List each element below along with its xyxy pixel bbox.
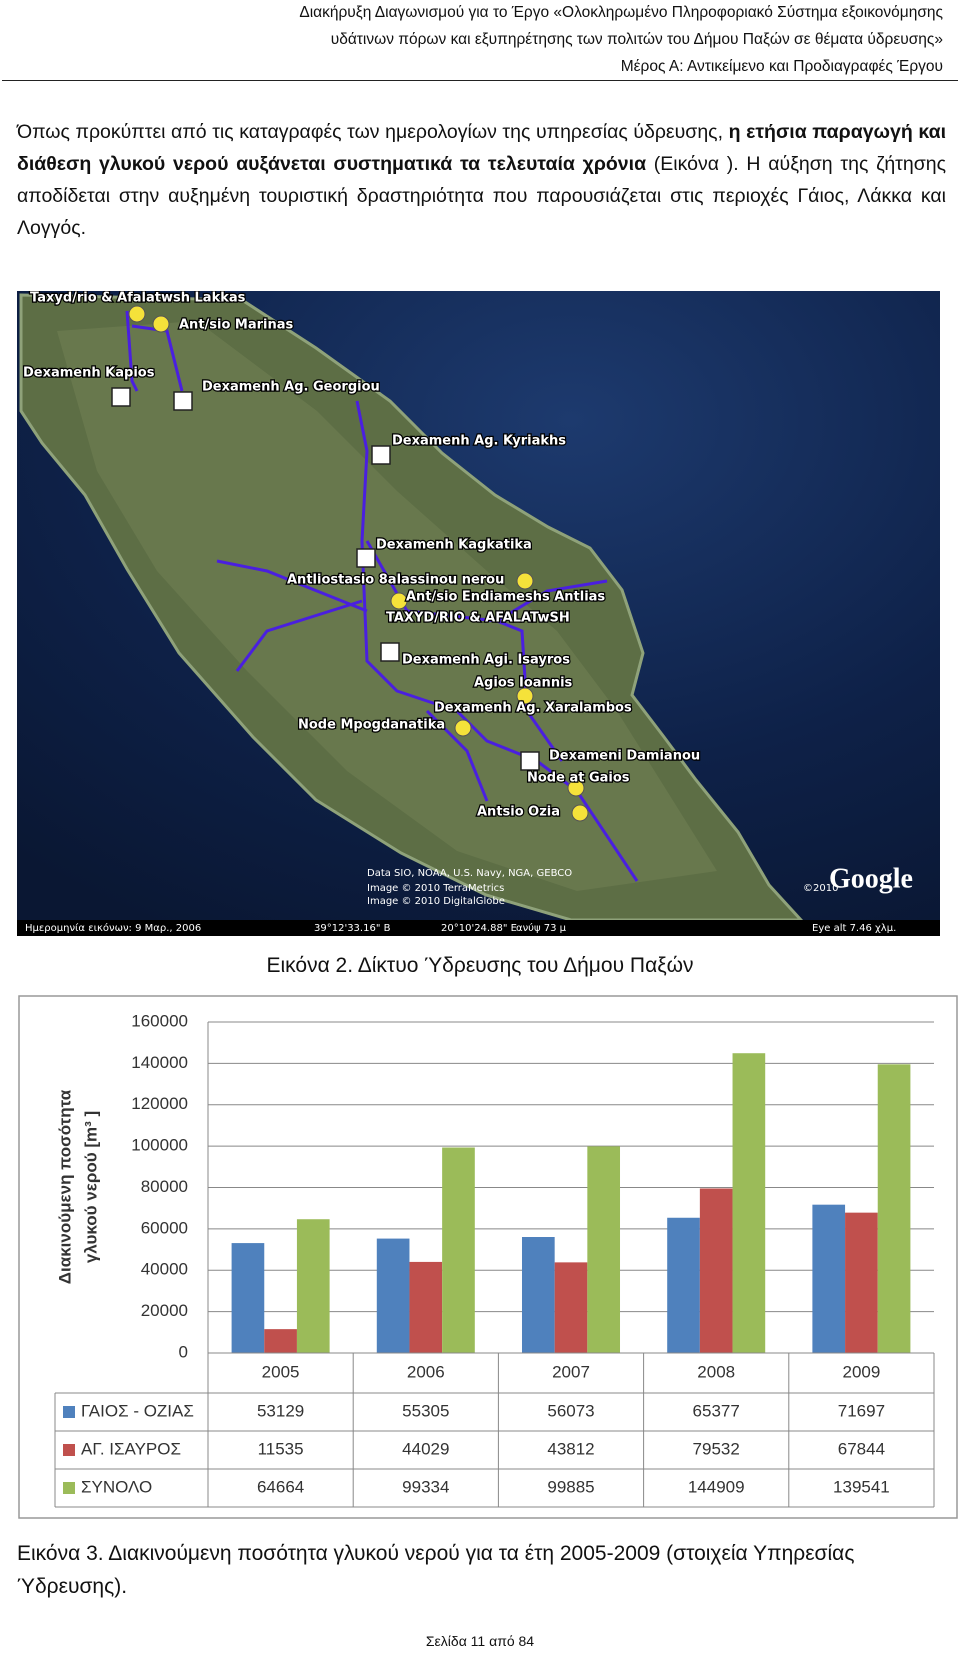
bar [877, 1064, 911, 1353]
y-tick-label: 0 [179, 1342, 188, 1361]
bar [442, 1147, 475, 1353]
map-credit: Image © 2010 DigitalGlobe [367, 896, 505, 907]
y-tick-label: 140000 [131, 1053, 188, 1072]
header-rule [2, 80, 958, 81]
text: Όπως προκύπτει από τις καταγραφές των ημ… [17, 121, 729, 143]
y-tick-label: 60000 [141, 1218, 188, 1237]
map-markers [111, 387, 540, 771]
page-number: Σελίδα 11 από 84 [425, 1633, 535, 1649]
y-tick-label: 40000 [141, 1260, 188, 1279]
legend-label: ΓΑΙΟΣ - ΟΖΙΑΣ [81, 1401, 194, 1420]
bold-text: η ετήσια παραγωγή και διάθεση γλυκού νερ… [17, 121, 946, 175]
map-label: Agios Ioannis [474, 676, 573, 691]
map-label: Dexamenh Kapios [23, 366, 155, 381]
map-label: Antliostasio 8alassinou nerou [287, 573, 504, 588]
table-value: 53129 [257, 1401, 304, 1420]
legend-swatch [63, 1482, 75, 1494]
table-value: 71697 [838, 1401, 885, 1420]
y-tick-label: 160000 [131, 1011, 188, 1030]
map-label: Ant/sio Endiameshs Antlias [406, 590, 605, 605]
bar [732, 1053, 766, 1353]
header-line: Διακήρυξη Διαγωνισμού για το Έργο «Ολοκλ… [299, 4, 943, 21]
map-label: Dexameni Damianou [549, 749, 700, 764]
table-value: 43812 [547, 1439, 594, 1458]
table-value: 11535 [258, 1439, 304, 1458]
x-tick-label: 2009 [842, 1362, 880, 1381]
map-footer-text: 39°12'33.16" Β [314, 923, 391, 934]
map-label: Dexamenh Ag. Xaralambos [434, 701, 632, 716]
map-label: Antsio Ozia [477, 805, 560, 820]
text: (Εικόνα ). Η αύξηση της ζήτησης αποδίδετ… [17, 153, 947, 239]
map-label: Taxyd/rio & Afalatwsh Lakkas [30, 291, 246, 306]
bar [231, 1243, 265, 1353]
table-value: 56073 [547, 1401, 594, 1420]
bar [376, 1238, 410, 1353]
map-image: Taxyd/rio & Afalatwsh Lakkas Ant/sio Mari… [17, 291, 940, 936]
figure-caption: Εικόνα 3. Διακινούμενη ποσότητα γλυκού ν… [17, 1542, 855, 1598]
map-label: Dexamenh Ag. Georgiou [202, 380, 380, 395]
table-value: 99885 [547, 1477, 594, 1496]
y-tick-label: 120000 [131, 1094, 188, 1113]
map-label: Ant/sio Marinas [179, 318, 294, 333]
map-pins [128, 305, 589, 822]
map-label: Node at Gaios [527, 771, 630, 786]
y-tick-label: 20000 [141, 1301, 188, 1320]
map-label: Dexamenh Ag. Kyriakhs [392, 434, 566, 449]
map-label: TAXYD/RIO & AFALATwSH [386, 611, 570, 626]
x-tick-label: 2005 [262, 1362, 300, 1381]
bar [521, 1236, 555, 1353]
bar [409, 1261, 443, 1353]
figure-caption: Εικόνα 2. Δίκτυο Ύδρευσης του Δήμου Παξώ… [266, 954, 694, 977]
legend-swatch [63, 1406, 75, 1418]
bar [812, 1204, 846, 1353]
map-logo: Google [829, 863, 913, 894]
bar [699, 1188, 733, 1353]
header-line: υδάτινων πόρων και εξυπηρέτησης των πολι… [330, 31, 943, 48]
bar [554, 1262, 588, 1353]
map-label: Dexamenh Kagkatika [376, 538, 532, 553]
legend-label: ΑΓ. ΙΣΑΥΡΟΣ [81, 1439, 181, 1458]
y-axis-label: γλυκού νερού [m³ ] [81, 1111, 100, 1263]
map-copyright: ©2010 [803, 883, 838, 894]
table-value: 67844 [838, 1439, 885, 1458]
table-value: 144909 [688, 1477, 745, 1496]
map-footer-text: Eye alt 7.46 χλμ. [812, 923, 896, 934]
y-tick-label: 100000 [131, 1136, 188, 1155]
map-footer-text: ανύψ 73 μ [516, 922, 567, 934]
y-axis-label: Διακινούμενη ποσότητα [55, 1089, 74, 1284]
map-footer-text: 20°10'24.88" Ε [441, 923, 517, 934]
table-value: 79532 [693, 1439, 740, 1458]
bar [845, 1212, 878, 1353]
map-label: Node Mpogdanatika [298, 718, 445, 733]
bar [667, 1217, 700, 1353]
table-value: 44029 [402, 1439, 449, 1458]
legend-label: ΣΥΝΟΛΟ [81, 1477, 152, 1496]
bar [587, 1146, 621, 1353]
bar [296, 1219, 330, 1353]
map-credit: Data SIO, NOAA, U.S. Navy, NGA, GEBCO [367, 868, 572, 879]
map-credit: Image © 2010 TerraMetrics [367, 883, 504, 894]
x-tick-label: 2008 [697, 1362, 735, 1381]
table-value: 55305 [402, 1401, 449, 1420]
bar [264, 1329, 297, 1353]
map-footer-bar [17, 920, 940, 936]
header-line: Μέρος Α: Αντικείμενο και Προδιαγραφές Έρ… [620, 58, 943, 75]
x-tick-label: 2007 [552, 1362, 590, 1381]
map-label: Dexamenh Agi. Isayros [402, 653, 570, 668]
map-footer-text: Ημερομηνία εικόνων: 9 Μαρ., 2006 [25, 922, 201, 934]
paragraph: Όπως προκύπτει από τις καταγραφές των ημ… [17, 116, 946, 244]
legend-swatch [63, 1444, 75, 1456]
chart: 0 20000 40000 60000 80000 100000 120000 140000 1… [18, 995, 958, 1519]
table-value: 99334 [402, 1477, 449, 1496]
table-value: 64664 [257, 1477, 304, 1496]
table-value: 65377 [693, 1401, 740, 1420]
table-value: 139541 [833, 1477, 890, 1496]
y-tick-label: 80000 [141, 1177, 188, 1196]
x-tick-label: 2006 [407, 1362, 445, 1381]
